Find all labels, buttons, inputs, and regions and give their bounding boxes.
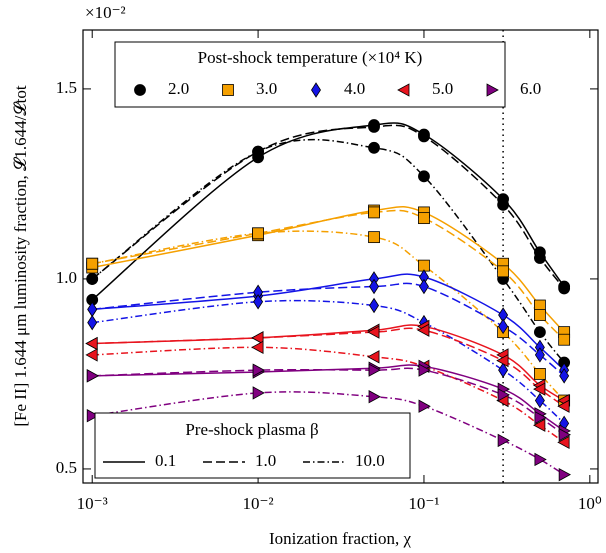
marker	[367, 350, 380, 364]
marker	[534, 410, 547, 425]
x-tick-label: 10⁻³	[77, 494, 108, 513]
marker	[368, 363, 381, 377]
marker	[534, 392, 545, 409]
marker	[368, 206, 380, 219]
marker	[418, 212, 430, 225]
marker	[86, 409, 100, 423]
marker	[534, 309, 546, 321]
marker	[534, 452, 547, 467]
marker	[85, 348, 98, 362]
marker	[557, 399, 570, 413]
marker	[496, 353, 509, 368]
legend-box	[114, 41, 506, 108]
marker	[86, 257, 99, 270]
marker	[368, 141, 380, 154]
marker	[498, 318, 509, 335]
marker	[252, 386, 265, 400]
legend-box	[94, 412, 411, 479]
series-line	[92, 205, 565, 333]
series-line	[92, 327, 565, 407]
legend-title: Post-shock temperature (×10⁴ K)	[198, 48, 423, 67]
marker	[253, 293, 264, 310]
marker	[558, 282, 571, 295]
marker	[368, 231, 380, 244]
y-axis-label: [Fe II] 1.644 μm luminosity fraction, 𝓛1…	[11, 85, 30, 426]
legend-label: 1.0	[255, 451, 276, 470]
y-tick-label: 1.0	[56, 268, 77, 287]
marker	[397, 83, 410, 97]
x-tick-label: 10⁻¹	[408, 494, 439, 513]
marker	[369, 278, 380, 295]
marker	[558, 333, 571, 346]
legend-label: 10.0	[355, 451, 385, 470]
marker	[534, 347, 545, 363]
marker	[533, 418, 546, 432]
marker	[418, 278, 429, 295]
series-line	[92, 324, 565, 402]
marker	[367, 325, 380, 339]
series-line	[92, 299, 565, 424]
y-tick-label: 0.5	[56, 458, 77, 477]
marker	[497, 388, 510, 402]
marker	[368, 121, 380, 133]
legend: Post-shock temperature (×10⁴ K) 2.0 3.0 4.0…	[114, 41, 541, 108]
marker	[534, 252, 546, 264]
x-axis-label: Ionization fraction, χ	[269, 529, 412, 548]
marker	[558, 428, 571, 442]
legend-label: 5.0	[432, 79, 453, 98]
marker	[311, 82, 321, 98]
marker	[558, 467, 571, 482]
marker	[486, 83, 499, 97]
series-line	[92, 346, 565, 443]
legend-label: 0.1	[155, 451, 176, 470]
series-line	[91, 122, 565, 301]
marker	[497, 198, 510, 211]
marker	[534, 368, 546, 380]
marker	[417, 323, 430, 337]
marker	[369, 297, 380, 314]
x-tick-label: 10⁻²	[243, 494, 274, 513]
marker	[85, 336, 98, 351]
legend-label: 2.0	[168, 79, 189, 98]
marker	[251, 331, 264, 345]
plot-frame	[82, 29, 599, 484]
marker	[222, 84, 234, 96]
series-line	[91, 138, 565, 363]
x-tick-label: 10⁰	[578, 494, 602, 513]
marker	[557, 435, 570, 450]
marker	[251, 340, 264, 355]
marker	[533, 382, 546, 396]
y-multiplier: ×10⁻²	[85, 3, 126, 22]
marker	[252, 227, 264, 240]
marker	[497, 433, 510, 448]
legend-title: Pre-shock plasma β	[185, 420, 318, 439]
marker	[86, 369, 100, 383]
legend-label: 6.0	[520, 79, 541, 98]
marker	[498, 362, 509, 378]
marker	[497, 265, 510, 278]
marker	[418, 399, 431, 413]
legend: Pre-shock plasma β 0.1 1.0 10.0	[94, 412, 411, 479]
marker	[252, 145, 264, 158]
legend-label: 4.0	[344, 79, 365, 98]
series-line	[92, 282, 565, 377]
marker	[87, 314, 98, 331]
marker	[418, 130, 430, 143]
marker	[252, 363, 265, 377]
marker	[534, 326, 546, 339]
marker	[418, 363, 431, 377]
series-line	[91, 124, 565, 289]
legend-label: 3.0	[256, 79, 277, 98]
marker	[86, 273, 99, 285]
marker	[368, 390, 381, 404]
marker	[559, 368, 570, 384]
marker	[418, 170, 430, 183]
marker	[134, 84, 146, 96]
y-tick-label: 1.5	[56, 78, 77, 97]
